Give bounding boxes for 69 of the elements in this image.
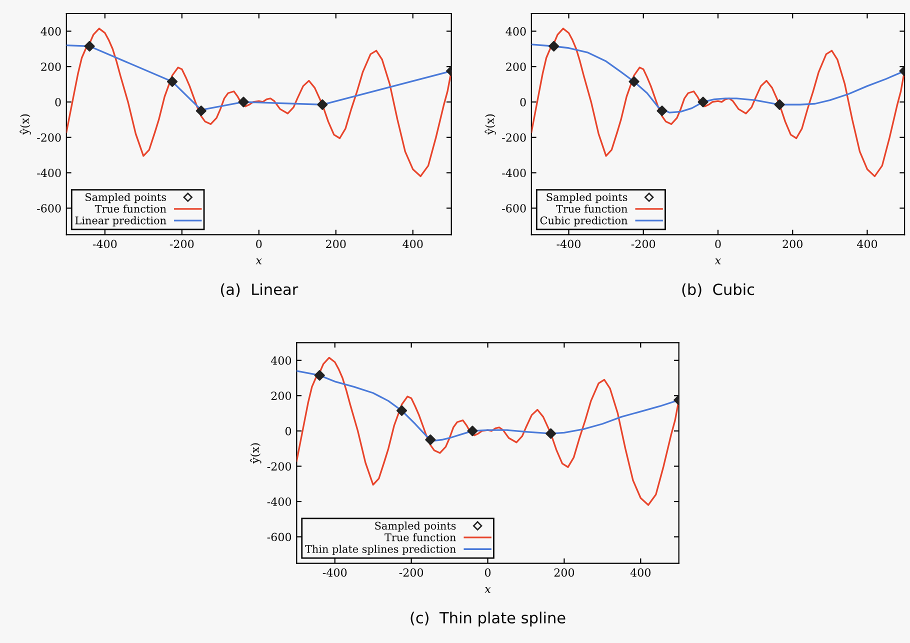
text: (c) Thin plate spline	[410, 612, 566, 626]
text: (b) Cubic	[682, 283, 754, 297]
y-tick-label: 400	[506, 27, 526, 36]
legend-label: Linear prediction	[75, 216, 166, 226]
point	[425, 434, 436, 446]
x-tick-label: 400	[630, 568, 651, 577]
y-axis-title: ŷ(x)	[484, 114, 496, 135]
point	[548, 40, 560, 52]
x-tick-label: -200	[170, 240, 194, 248]
point	[774, 99, 785, 110]
x-tick-label: 400	[856, 240, 878, 248]
y-tick-label: 0	[285, 426, 292, 436]
y-tick-label: -200	[37, 133, 61, 142]
y-tick-label: 200	[271, 392, 292, 400]
line-series	[66, 28, 452, 178]
y-tick-label: -400	[37, 168, 61, 178]
y-tick-label: 0	[55, 98, 61, 106]
x-axis-title: x	[714, 258, 721, 264]
x-tick-label: -400	[556, 240, 580, 248]
x-tick-label: 200	[554, 568, 574, 577]
x-tick-label: 0	[715, 240, 721, 248]
x-axis-title: x	[256, 258, 262, 264]
x-tick-label: -400	[322, 568, 347, 577]
point	[166, 76, 178, 87]
x-tick-label: -400	[92, 240, 117, 248]
point	[317, 99, 328, 110]
line-series	[531, 28, 905, 178]
y-tick-label: 200	[506, 62, 526, 71]
x-tick-label: -200	[399, 568, 424, 577]
point	[698, 96, 708, 108]
y-tick-label: 0	[520, 98, 526, 106]
y-tick-label: -200	[502, 133, 526, 142]
x-tick-label: 200	[782, 240, 802, 248]
x-tick-label: 200	[326, 240, 346, 248]
x-axis-title: x	[484, 587, 491, 593]
y-tick-label: -400	[502, 168, 526, 178]
legend-label: Sampled points	[375, 522, 456, 532]
y-tick-label: -400	[267, 497, 292, 506]
y-tick-label: -600	[37, 204, 61, 213]
point	[196, 106, 206, 116]
legend-label: True function	[556, 204, 628, 213]
y-tick-label: 400	[40, 27, 61, 36]
point	[314, 370, 325, 381]
y-tick-label: 200	[41, 62, 61, 71]
x-tick-label: 0	[484, 568, 491, 577]
legend-label: Thin plate splines prediction	[305, 544, 456, 555]
legend-label: True function	[384, 533, 456, 542]
y-tick-label: -600	[267, 532, 292, 542]
point	[546, 428, 556, 439]
y-axis-title: ŷ(x)	[20, 114, 32, 135]
legend-label: Sampled points	[546, 192, 628, 204]
y-tick-label: 400	[270, 356, 292, 365]
y-axis-title: ŷ(x)	[250, 443, 262, 464]
point	[84, 40, 95, 52]
legend-label: Cubic prediction	[540, 216, 628, 226]
y-tick-label: -200	[267, 462, 292, 471]
y-tick-label: -600	[502, 204, 526, 213]
legend-label: Sampled points	[86, 192, 166, 204]
x-tick-label: 0	[256, 240, 262, 248]
point	[656, 106, 668, 116]
text: (a) Linear	[220, 283, 298, 297]
point	[396, 405, 408, 416]
x-tick-label: 400	[402, 240, 423, 248]
line-series	[296, 356, 679, 506]
point	[628, 76, 640, 87]
point	[238, 96, 249, 108]
legend-label: True function	[94, 204, 166, 213]
point	[467, 426, 478, 436]
x-tick-label: -200	[631, 240, 656, 248]
